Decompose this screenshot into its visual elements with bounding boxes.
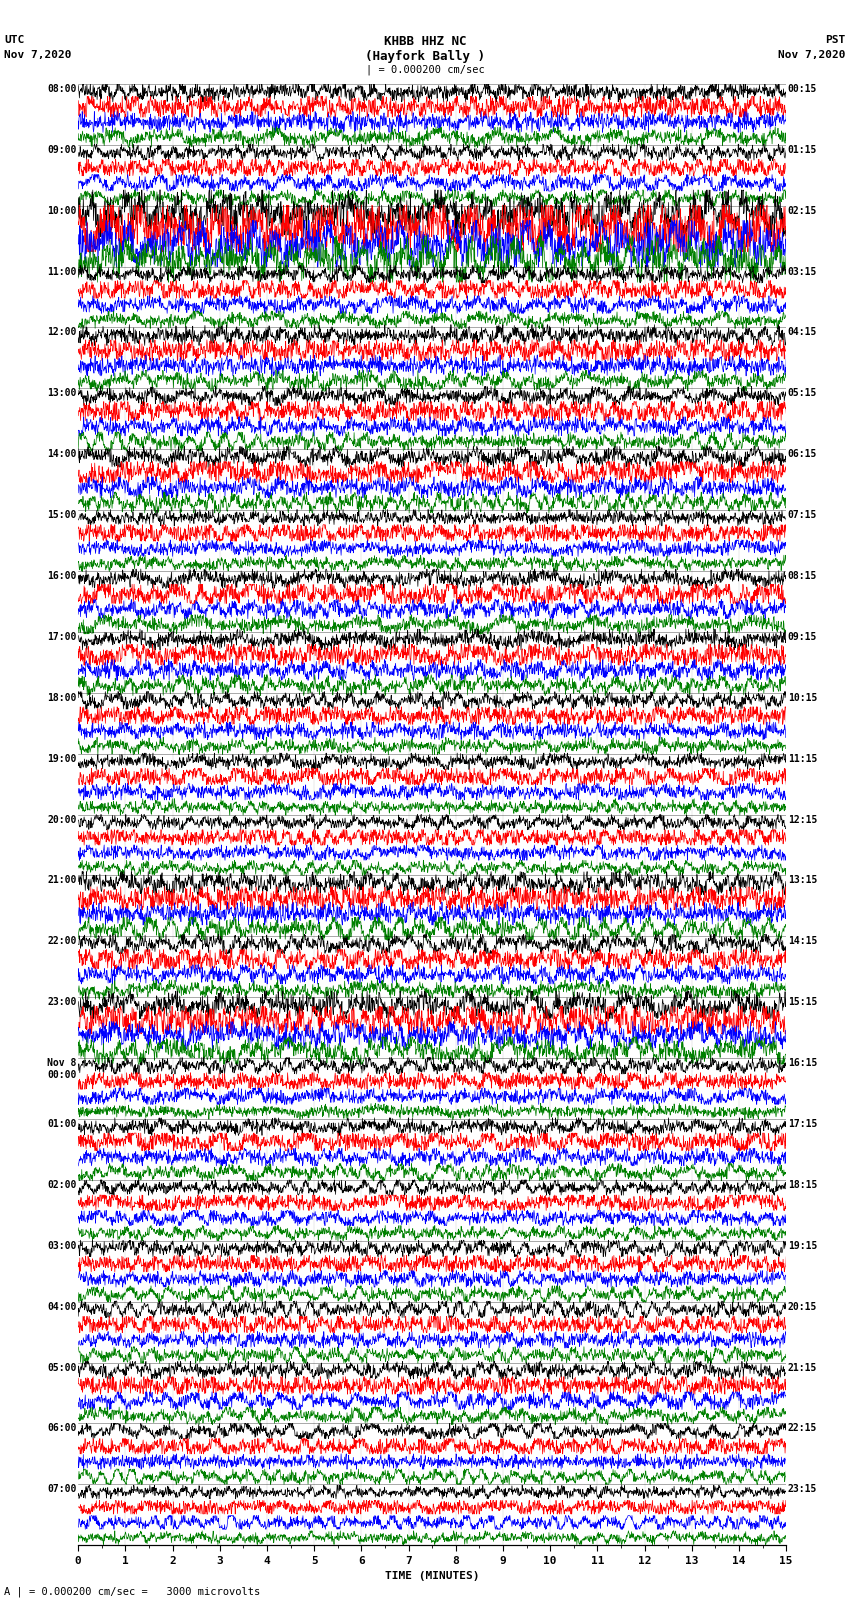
X-axis label: TIME (MINUTES): TIME (MINUTES) (385, 1571, 479, 1581)
Text: A | = 0.000200 cm/sec =   3000 microvolts: A | = 0.000200 cm/sec = 3000 microvolts (4, 1586, 260, 1597)
Text: Nov 7,2020: Nov 7,2020 (779, 50, 846, 60)
Text: UTC: UTC (4, 35, 25, 45)
Text: | = 0.000200 cm/sec: | = 0.000200 cm/sec (366, 65, 484, 76)
Text: PST: PST (825, 35, 846, 45)
Text: KHBB HHZ NC: KHBB HHZ NC (383, 35, 467, 48)
Text: (Hayfork Bally ): (Hayfork Bally ) (365, 50, 485, 63)
Text: Nov 7,2020: Nov 7,2020 (4, 50, 71, 60)
